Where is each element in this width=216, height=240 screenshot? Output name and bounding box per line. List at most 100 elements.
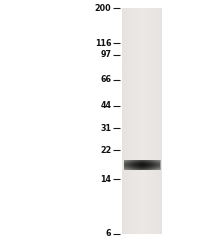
Bar xyxy=(144,8,145,234)
Bar xyxy=(128,160,129,170)
Bar xyxy=(128,8,129,234)
Bar xyxy=(156,8,157,234)
Bar xyxy=(155,160,156,170)
Bar xyxy=(155,8,156,234)
Bar xyxy=(158,8,159,234)
Bar xyxy=(156,160,157,170)
Bar xyxy=(127,8,128,234)
Bar xyxy=(150,160,151,170)
Bar xyxy=(149,160,150,170)
Bar xyxy=(124,162,160,163)
Bar xyxy=(149,8,150,234)
Text: 200: 200 xyxy=(95,4,111,13)
Bar xyxy=(142,160,143,170)
Bar xyxy=(129,160,130,170)
Bar xyxy=(130,160,131,170)
Bar xyxy=(123,8,124,234)
Bar xyxy=(152,160,153,170)
Bar xyxy=(124,166,160,167)
Bar xyxy=(134,8,135,234)
Bar xyxy=(124,161,160,162)
Bar xyxy=(124,161,160,162)
Bar xyxy=(124,167,160,168)
Bar xyxy=(124,163,160,164)
Bar xyxy=(124,168,160,169)
Bar xyxy=(135,8,136,234)
Text: 14: 14 xyxy=(100,175,111,184)
Bar xyxy=(146,160,147,170)
Bar xyxy=(158,160,159,170)
Bar xyxy=(156,8,157,234)
Bar xyxy=(139,8,140,234)
Bar xyxy=(147,8,148,234)
Bar xyxy=(131,8,132,234)
Bar xyxy=(124,166,160,167)
Bar xyxy=(137,8,138,234)
Bar xyxy=(124,168,160,169)
Bar xyxy=(160,8,161,234)
Bar xyxy=(160,160,161,170)
Bar xyxy=(136,8,137,234)
Bar xyxy=(143,8,144,234)
Bar xyxy=(142,8,143,234)
Bar xyxy=(153,8,154,234)
Bar xyxy=(124,167,160,168)
Bar xyxy=(151,8,152,234)
Bar xyxy=(130,8,131,234)
Bar xyxy=(147,160,148,170)
Bar xyxy=(152,8,153,234)
Bar xyxy=(161,8,162,234)
Bar xyxy=(140,160,141,170)
Bar xyxy=(132,160,133,170)
Bar xyxy=(152,160,153,170)
Bar xyxy=(138,8,139,234)
Bar xyxy=(151,160,152,170)
Bar xyxy=(124,169,160,170)
Bar xyxy=(153,160,154,170)
Text: 97: 97 xyxy=(100,50,111,60)
Bar xyxy=(149,160,150,170)
Bar xyxy=(143,160,144,170)
Text: 116: 116 xyxy=(95,39,111,48)
Bar xyxy=(154,8,155,234)
Bar xyxy=(135,160,136,170)
Bar xyxy=(134,160,135,170)
Bar xyxy=(140,8,141,234)
Bar xyxy=(126,8,127,234)
Bar xyxy=(125,8,126,234)
Bar xyxy=(140,8,141,234)
Bar xyxy=(125,160,126,170)
Bar xyxy=(133,160,134,170)
Bar xyxy=(133,160,134,170)
Bar xyxy=(145,160,146,170)
Bar xyxy=(122,8,123,234)
Bar xyxy=(146,8,147,234)
Bar xyxy=(145,8,146,234)
Bar xyxy=(150,8,151,234)
Text: 44: 44 xyxy=(100,101,111,110)
Bar xyxy=(141,160,142,170)
Bar xyxy=(124,8,125,234)
Bar xyxy=(157,160,158,170)
Bar xyxy=(159,160,160,170)
Bar xyxy=(157,8,158,234)
Bar xyxy=(148,160,149,170)
Bar xyxy=(124,8,125,234)
Bar xyxy=(124,160,160,161)
Bar xyxy=(160,8,161,234)
Bar xyxy=(131,160,132,170)
Bar xyxy=(126,160,127,170)
Bar xyxy=(148,8,149,234)
Text: 31: 31 xyxy=(100,124,111,133)
Bar xyxy=(124,162,160,163)
Bar xyxy=(124,160,125,170)
Bar xyxy=(144,160,145,170)
Text: 6: 6 xyxy=(106,229,111,239)
Bar xyxy=(139,160,140,170)
Bar xyxy=(137,160,138,170)
Bar xyxy=(138,160,139,170)
Bar xyxy=(132,8,133,234)
Bar xyxy=(129,8,130,234)
Bar xyxy=(122,8,162,234)
Bar xyxy=(130,160,131,170)
